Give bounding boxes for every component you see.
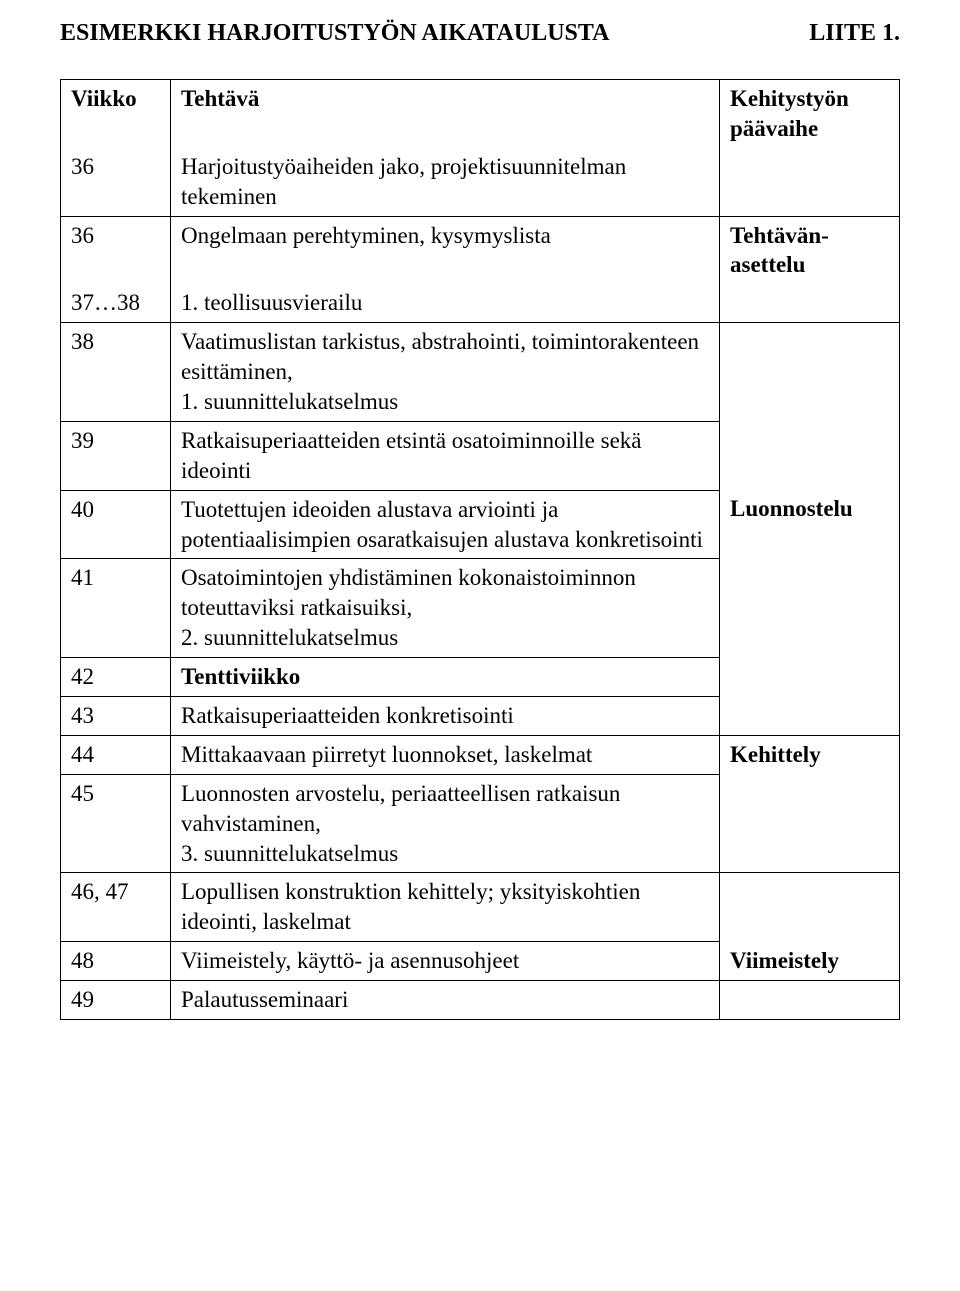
- task-cell: Osatoimintojen yhdistäminen kokonaistoim…: [171, 559, 720, 658]
- table-row: 36 Harjoitustyöaiheiden jako, projektisu…: [61, 148, 900, 216]
- week-cell: 48: [61, 942, 171, 981]
- task-cell: Palautusseminaari: [171, 981, 720, 1020]
- table-row: 41 Osatoimintojen yhdistäminen kokonaist…: [61, 559, 900, 658]
- phase-text-b: asettelu: [730, 252, 805, 277]
- week-cell: 43: [61, 697, 171, 736]
- phase-text: Luonnostelu: [730, 496, 853, 521]
- task-cell: Ratkaisuperiaatteiden etsintä osatoiminn…: [171, 421, 720, 490]
- phase-text-a: Tehtävän-: [730, 223, 829, 248]
- phase-cell: Viimeistely: [720, 942, 900, 981]
- task-cell: Luonnosten arvostelu, periaatteellisen r…: [171, 774, 720, 873]
- col-header-phase-b: päävaihe: [730, 116, 818, 141]
- phase-cell: Luonnostelu: [720, 490, 900, 559]
- col-header-phase-a: Kehitystyön: [730, 86, 849, 111]
- col-header-phase: Kehitystyön päävaihe: [720, 80, 900, 148]
- task-cell: Harjoitustyöaiheiden jako, projektisuunn…: [171, 148, 720, 216]
- week-cell: 49: [61, 981, 171, 1020]
- task-cell: Ongelmaan perehtyminen, kysymyslista: [171, 216, 720, 284]
- phase-cell: Kehittely: [720, 735, 900, 774]
- phase-cell: [720, 148, 900, 216]
- table-row: 39 Ratkaisuperiaatteiden etsintä osatoim…: [61, 421, 900, 490]
- page-header: ESIMERKKI HARJOITUSTYÖN AIKATAULUSTA LII…: [60, 20, 900, 47]
- appendix-label: LIITE 1.: [809, 20, 900, 47]
- task-cell: Mittakaavaan piirretyt luonnokset, laske…: [171, 735, 720, 774]
- week-cell: 42: [61, 658, 171, 697]
- task-cell: Viimeistely, käyttö- ja asennusohjeet: [171, 942, 720, 981]
- table-row: 43 Ratkaisuperiaatteiden konkretisointi: [61, 697, 900, 736]
- week-cell: 41: [61, 559, 171, 658]
- table-row: 37…38 1. teollisuusvierailu: [61, 284, 900, 322]
- task-text-a: Osatoimintojen yhdistäminen kokonaistoim…: [181, 565, 636, 620]
- phase-cell: [720, 697, 900, 736]
- task-text-b: 1. suunnittelukatselmus: [181, 389, 398, 414]
- week-cell: 36: [61, 216, 171, 284]
- phase-cell: [720, 284, 900, 322]
- phase-cell: Tehtävän- asettelu: [720, 216, 900, 284]
- week-cell: 36: [61, 148, 171, 216]
- phase-cell: [720, 323, 900, 422]
- task-text: Tenttiviikko: [181, 664, 300, 689]
- task-text-a: Vaatimuslistan tarkistus, abstrahointi, …: [181, 329, 699, 384]
- table-header-row: Viikko Tehtävä Kehitystyön päävaihe: [61, 80, 900, 148]
- schedule-table: Viikko Tehtävä Kehitystyön päävaihe 36 H…: [60, 79, 900, 1020]
- table-row: 44 Mittakaavaan piirretyt luonnokset, la…: [61, 735, 900, 774]
- task-cell: Vaatimuslistan tarkistus, abstrahointi, …: [171, 323, 720, 422]
- col-header-tehtava: Tehtävä: [171, 80, 720, 148]
- week-cell: 37…38: [61, 284, 171, 322]
- phase-cell: [720, 421, 900, 490]
- phase-cell: [720, 559, 900, 658]
- table-row: 38 Vaatimuslistan tarkistus, abstrahoint…: [61, 323, 900, 422]
- week-cell: 46, 47: [61, 873, 171, 942]
- table-row: 45 Luonnosten arvostelu, periaatteellise…: [61, 774, 900, 873]
- table-row: 49 Palautusseminaari: [61, 981, 900, 1020]
- table-row: 42 Tenttiviikko: [61, 658, 900, 697]
- col-header-viikko-text: Viikko: [71, 86, 137, 111]
- task-text-a: Luonnosten arvostelu, periaatteellisen r…: [181, 781, 620, 836]
- table-row: 46, 47 Lopullisen konstruktion kehittely…: [61, 873, 900, 942]
- document-page: ESIMERKKI HARJOITUSTYÖN AIKATAULUSTA LII…: [0, 0, 960, 1060]
- task-text-b: 2. suunnittelukatselmus: [181, 625, 398, 650]
- phase-cell: [720, 873, 900, 942]
- task-cell: Lopullisen konstruktion kehittely; yksit…: [171, 873, 720, 942]
- task-cell: 1. teollisuusvierailu: [171, 284, 720, 322]
- task-cell: Ratkaisuperiaatteiden konkretisointi: [171, 697, 720, 736]
- task-cell: Tenttiviikko: [171, 658, 720, 697]
- phase-cell: [720, 658, 900, 697]
- phase-text: Viimeistely: [730, 948, 839, 973]
- page-title: ESIMERKKI HARJOITUSTYÖN AIKATAULUSTA: [60, 20, 609, 47]
- phase-cell: [720, 981, 900, 1020]
- phase-text: Kehittely: [730, 742, 821, 767]
- week-cell: 38: [61, 323, 171, 422]
- week-cell: 39: [61, 421, 171, 490]
- col-header-tehtava-text: Tehtävä: [181, 86, 259, 111]
- week-cell: 44: [61, 735, 171, 774]
- table-row: 48 Viimeistely, käyttö- ja asennusohjeet…: [61, 942, 900, 981]
- col-header-viikko: Viikko: [61, 80, 171, 148]
- week-cell: 45: [61, 774, 171, 873]
- task-cell: Tuotettujen ideoiden alustava arviointi …: [171, 490, 720, 559]
- table-row: 40 Tuotettujen ideoiden alustava arvioin…: [61, 490, 900, 559]
- task-text-b: 3. suunnittelukatselmus: [181, 841, 398, 866]
- week-cell: 40: [61, 490, 171, 559]
- table-row: 36 Ongelmaan perehtyminen, kysymyslista …: [61, 216, 900, 284]
- phase-cell: [720, 774, 900, 873]
